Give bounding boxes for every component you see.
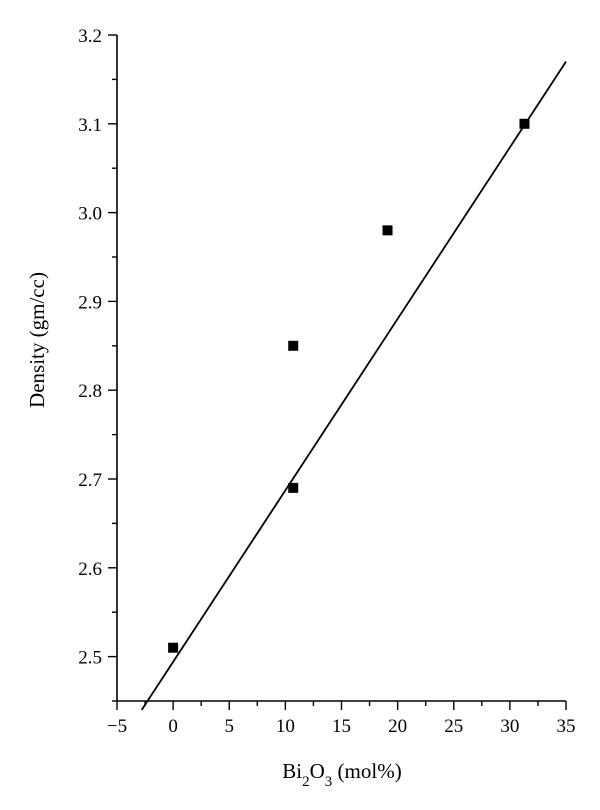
x-tick-label: 10 — [276, 716, 295, 737]
axes — [116, 35, 566, 702]
y-tick-label: 2.5 — [78, 648, 102, 669]
y-tick-label: 3.1 — [78, 115, 102, 136]
data-point — [382, 225, 393, 236]
x-axis-title-suffix: (mol%) — [332, 759, 401, 783]
x-tick-label: 15 — [332, 716, 351, 737]
x-axis-title-sub2: 3 — [325, 774, 333, 790]
y-tick-label: 2.6 — [78, 559, 102, 580]
data-point — [288, 482, 299, 493]
y-tick-label: 3.0 — [78, 204, 102, 225]
y-tick-label: 2.9 — [78, 292, 102, 313]
x-tick-label: 25 — [444, 716, 463, 737]
y-tick-label: 2.8 — [78, 381, 102, 402]
x-tick-label: 20 — [388, 716, 407, 737]
x-tick-label: 30 — [500, 716, 519, 737]
x-axis-ticks: −5 0 5 10 15 20 25 30 35 — [107, 701, 576, 737]
data-points — [168, 118, 530, 653]
x-axis-title-mid: O — [310, 759, 325, 783]
y-tick-label: 3.2 — [78, 26, 102, 47]
x-axis-title: Bi2O3 (mol%) — [282, 759, 401, 790]
data-point — [168, 642, 179, 653]
x-axis-title-sub1: 2 — [302, 774, 310, 790]
y-axis-title: Density (gm/cc) — [25, 272, 49, 408]
y-tick-label: 2.7 — [78, 470, 102, 491]
linear-fit-line — [140, 61, 567, 711]
fit-line-layer — [140, 61, 567, 711]
y-axis-ticks: 2.5 2.6 2.7 2.8 2.9 3.0 3.1 3.2 — [78, 26, 117, 702]
data-point — [288, 340, 299, 351]
x-tick-label: 0 — [168, 716, 178, 737]
data-point — [519, 118, 530, 129]
x-axis-title-base: Bi — [282, 759, 302, 783]
x-tick-label: 5 — [225, 716, 235, 737]
x-tick-label: 35 — [557, 716, 576, 737]
x-tick-label: −5 — [107, 716, 127, 737]
